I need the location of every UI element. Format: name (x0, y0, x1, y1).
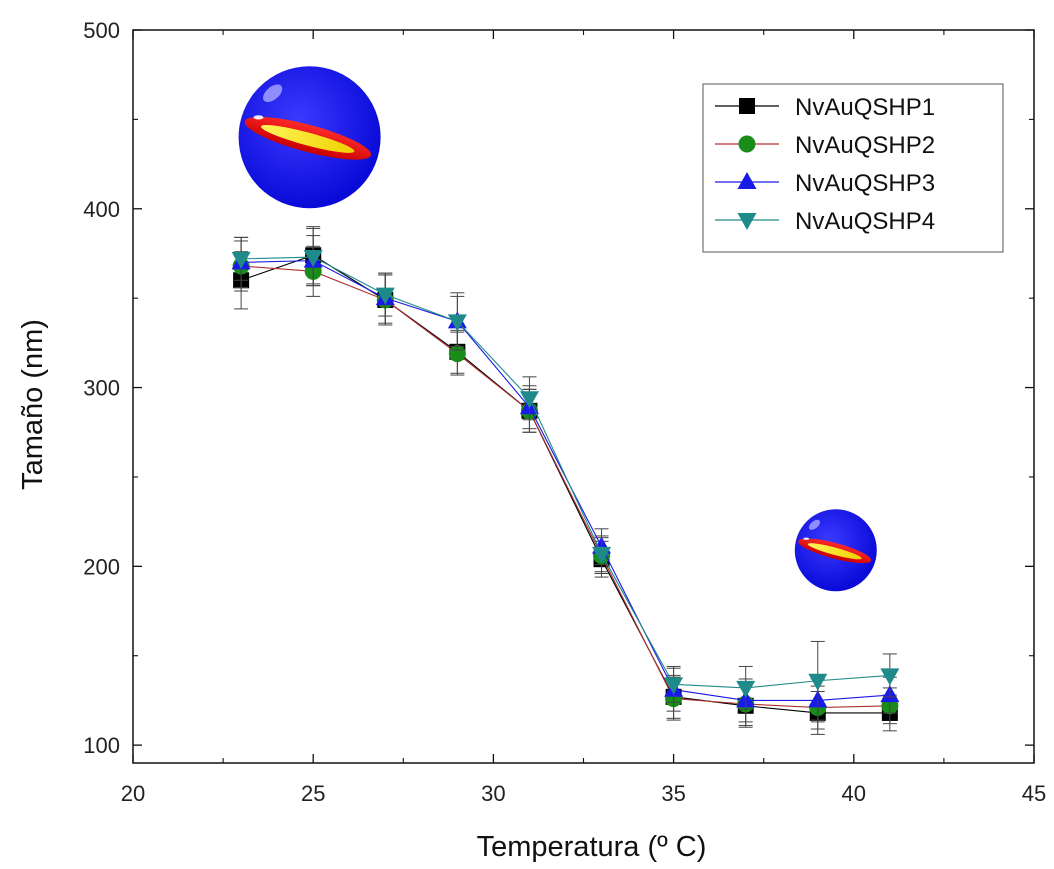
legend: NvAuQSHP1 NvAuQSHP2 NvAuQSHP3 NvAuQSHP4 (702, 83, 1004, 253)
series-NvAuQSHP4 (231, 227, 900, 721)
data-point (592, 546, 612, 564)
data-point (231, 251, 251, 269)
legend-marker (739, 98, 755, 114)
y-tick-label: 200 (83, 554, 120, 579)
data-point (448, 345, 466, 363)
data-point (736, 680, 756, 698)
axis-ticks (132, 29, 1035, 763)
data-point (303, 250, 323, 268)
series-line (241, 260, 890, 701)
legend-item: NvAuQSHP4 (715, 208, 935, 235)
legend-item: NvAuQSHP3 (715, 170, 935, 197)
series-NvAuQSHP1 (233, 226, 898, 735)
series-line (240, 254, 890, 714)
x-tick-label: 20 (121, 781, 145, 806)
data-point (664, 677, 684, 695)
series-NvAuQSHP3 (231, 235, 900, 723)
nanoparticle-sphere-small-icon (794, 509, 877, 592)
data-point (375, 287, 395, 305)
y-tick-label: 100 (83, 733, 120, 758)
legend-label: NvAuQSHP3 (795, 170, 935, 197)
x-axis-title: Temperatura (º C) (477, 831, 707, 863)
legend-marker (738, 135, 756, 153)
data-point (519, 391, 539, 409)
axis-tick-labels: 20 25 30 35 40 45 100 200 300 400 500 (83, 18, 1046, 806)
x-tick-label: 25 (301, 781, 325, 806)
series-layer (231, 226, 900, 735)
legend-item: NvAuQSHP1 (715, 94, 935, 121)
x-tick-label: 30 (481, 781, 505, 806)
x-tick-label: 35 (661, 781, 685, 806)
data-point (808, 673, 828, 691)
series-line (241, 256, 890, 689)
legend-label: NvAuQSHP2 (795, 132, 935, 159)
y-tick-label: 300 (83, 376, 120, 401)
data-point (880, 668, 900, 686)
legend-marker (737, 213, 757, 230)
nanoparticle-sphere-large-icon (238, 66, 381, 209)
y-tick-label: 400 (83, 197, 120, 222)
data-point (447, 314, 467, 332)
x-tick-label: 40 (842, 781, 866, 806)
legend-label: NvAuQSHP4 (795, 208, 935, 235)
series-line (241, 265, 890, 709)
legend-label: NvAuQSHP1 (795, 94, 935, 121)
y-axis-title: Tamaño (nm) (17, 319, 49, 490)
legend-item: NvAuQSHP2 (715, 132, 935, 159)
legend-marker (737, 172, 757, 189)
y-tick-label: 500 (83, 18, 120, 43)
x-tick-label: 45 (1022, 781, 1046, 806)
